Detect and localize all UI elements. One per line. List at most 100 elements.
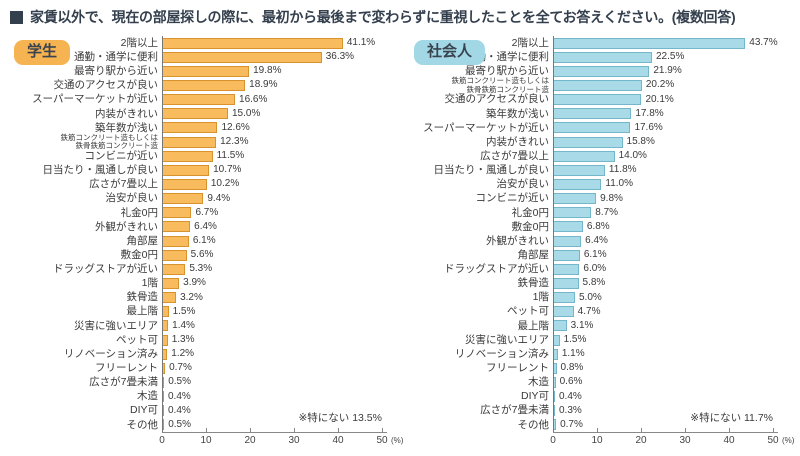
value-label: 11.8% bbox=[608, 164, 637, 176]
bar bbox=[162, 164, 210, 176]
category-label: 1階 bbox=[532, 291, 549, 304]
axis-tick bbox=[250, 428, 251, 433]
value-label: 17.8% bbox=[635, 107, 664, 119]
bar-track: 22.5% bbox=[553, 50, 798, 64]
bar-row: ドラッグストアが近い 6.0% bbox=[400, 262, 798, 276]
none-note-students: ※特にない 13.5% bbox=[298, 412, 383, 424]
bar-track: 20.1% bbox=[553, 93, 798, 107]
bar bbox=[553, 249, 580, 261]
value-label: 3.2% bbox=[180, 291, 203, 303]
bar-row: 災害に強いエリア 1.5% bbox=[400, 333, 798, 347]
plot-area-workers: 2階以上 43.7% 通勤・通学に便利 22.5% 最寄り駅から近い 21.9% 鉄筋コンク… bbox=[400, 36, 798, 433]
category-label: その他 bbox=[517, 418, 550, 431]
value-label: 5.0% bbox=[579, 291, 602, 303]
bar bbox=[162, 221, 191, 233]
bar-row: 外観がきれい 6.4% bbox=[400, 234, 798, 248]
bar bbox=[162, 277, 180, 289]
category-label: 築年数が浅い bbox=[95, 121, 158, 134]
bar bbox=[553, 334, 560, 346]
value-label: 14.0% bbox=[618, 150, 647, 162]
bar-track: 12.6% bbox=[162, 121, 398, 135]
bar bbox=[162, 207, 192, 219]
bar-track: 0.6% bbox=[553, 375, 798, 389]
axis-tick bbox=[294, 428, 295, 433]
bar-row: DIY可 0.4% bbox=[400, 390, 798, 404]
bar-track: 11.5% bbox=[162, 149, 398, 163]
bar-track: 41.1% bbox=[162, 36, 398, 50]
category-label: 敷金0円 bbox=[120, 248, 158, 261]
bar-track: 10.7% bbox=[162, 163, 398, 177]
bar-row: 日当たり・風通しが良い 11.8% bbox=[400, 163, 798, 177]
bar-track: 11.0% bbox=[553, 177, 798, 191]
axis-tick bbox=[597, 428, 598, 433]
category-label: 最寄り駅から近い bbox=[74, 65, 158, 78]
bar bbox=[162, 65, 250, 77]
bar-row: 最寄り駅から近い 19.8% bbox=[0, 64, 398, 78]
category-label: 交通のアクセスが良い bbox=[444, 93, 549, 106]
category-label: ペット可 bbox=[116, 333, 158, 346]
bar bbox=[162, 150, 213, 162]
bar bbox=[553, 136, 623, 148]
bar-track: 6.0% bbox=[553, 262, 798, 276]
value-label: 1.5% bbox=[563, 334, 587, 346]
bar bbox=[553, 37, 746, 49]
value-label: 11.5% bbox=[216, 150, 245, 162]
bar bbox=[162, 178, 207, 190]
category-label: 2階以上 bbox=[120, 36, 158, 49]
category-label: リノベーション済み bbox=[454, 347, 549, 360]
survey-question-header: 家賃以外で、現在の部屋探しの際に、最初から最後まで変わらずに重視したことを全てお… bbox=[10, 7, 736, 27]
bar-track: 3.9% bbox=[162, 276, 398, 290]
bar-row: 敷金0円 5.6% bbox=[0, 248, 398, 262]
category-label: 災害に強いエリア bbox=[74, 319, 158, 332]
value-label: 19.8% bbox=[253, 65, 282, 77]
bar bbox=[162, 193, 204, 205]
category-label: DIY可 bbox=[129, 404, 158, 417]
bar-row: 治安が良い 11.0% bbox=[400, 177, 798, 191]
value-label: 43.7% bbox=[749, 37, 778, 49]
bar bbox=[553, 306, 574, 318]
bar-track: 5.3% bbox=[162, 262, 398, 276]
value-label: 41.1% bbox=[346, 37, 376, 49]
bar-track: 15.8% bbox=[553, 135, 798, 149]
value-label: 16.6% bbox=[239, 93, 268, 105]
bar-track: 17.8% bbox=[553, 107, 798, 121]
value-label: 6.1% bbox=[192, 235, 216, 247]
category-label: 角部屋 bbox=[517, 248, 550, 261]
bar bbox=[162, 79, 246, 91]
bar bbox=[553, 292, 575, 304]
bar-track: 11.8% bbox=[553, 163, 798, 177]
category-label: 角部屋 bbox=[126, 234, 159, 247]
bar-row: 最上階 1.5% bbox=[0, 305, 398, 319]
axis-tick-label: 50 bbox=[376, 435, 388, 446]
bar-row: ドラッグストアが近い 5.3% bbox=[0, 262, 398, 276]
bar-row: 広さが7畳以上 14.0% bbox=[400, 149, 798, 163]
category-label: 広さが7畳未満 bbox=[89, 376, 158, 389]
square-bullet-icon bbox=[10, 10, 23, 24]
bar bbox=[553, 94, 642, 106]
bar-row: フリーレント 0.8% bbox=[400, 361, 798, 375]
category-label: 災害に強いエリア bbox=[465, 333, 549, 346]
category-label: 礼金0円 bbox=[120, 206, 158, 219]
bar-track: 9.4% bbox=[162, 192, 398, 206]
value-label: 6.7% bbox=[195, 206, 219, 218]
value-label: 0.4% bbox=[168, 390, 191, 402]
bar bbox=[553, 207, 592, 219]
category-label: 広さが7畳以上 bbox=[89, 178, 158, 191]
bar bbox=[162, 108, 228, 120]
bar-track: 0.4% bbox=[553, 390, 798, 404]
bar-track: 18.9% bbox=[162, 78, 398, 92]
bar-track: 17.6% bbox=[553, 121, 798, 135]
bar-track: 19.8% bbox=[162, 64, 398, 78]
bar-row: 交通のアクセスが良い 20.1% bbox=[400, 93, 798, 107]
bar-row: 1階 5.0% bbox=[400, 291, 798, 305]
bar bbox=[162, 122, 218, 134]
bar-track: 1.5% bbox=[553, 333, 798, 347]
bar bbox=[162, 249, 187, 261]
bar-row: 交通のアクセスが良い 18.9% bbox=[0, 78, 398, 92]
value-label: 9.8% bbox=[600, 192, 623, 204]
bar bbox=[553, 391, 555, 403]
bar-row: フリーレント 0.7% bbox=[0, 361, 398, 375]
value-label: 1.5% bbox=[172, 305, 196, 317]
bar bbox=[162, 376, 165, 388]
category-label: 最寄り駅から近い bbox=[465, 65, 549, 78]
